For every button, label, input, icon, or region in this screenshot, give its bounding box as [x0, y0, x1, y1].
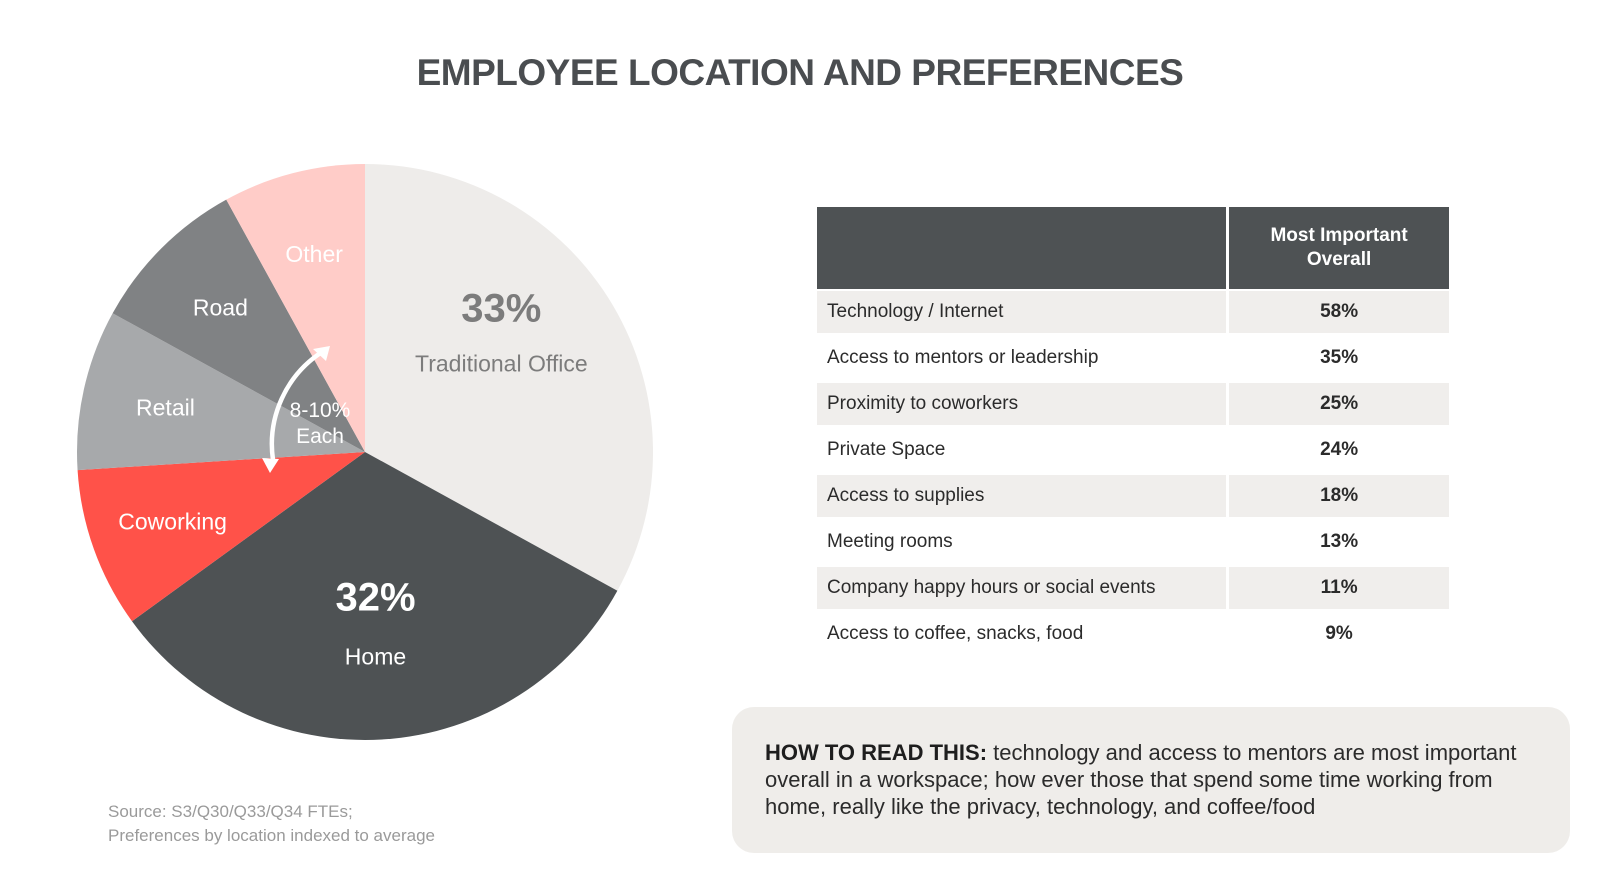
row-label: Meeting rooms — [817, 519, 1230, 565]
slice-percent-label: 33% — [461, 286, 541, 330]
table-header-value: Most Important Overall — [1229, 207, 1449, 289]
table-header-label — [817, 207, 1230, 289]
range-arrow-icon — [262, 346, 330, 473]
preferences-table-wrap: Most Important Overall Technology / Inte… — [817, 207, 1449, 657]
table-row: Proximity to coworkers 25% — [817, 381, 1449, 427]
page-title: EMPLOYEE LOCATION AND PREFERENCES — [416, 52, 1184, 93]
table-row: Access to coffee, snacks, food 9% — [817, 611, 1449, 657]
location-pie-chart: 33% Traditional Office 32% Home Coworking Ret… — [77, 164, 653, 741]
row-value: 13% — [1229, 519, 1449, 565]
how-to-read-lead: HOW TO READ THIS: — [765, 740, 988, 765]
slice-name-label: Other — [285, 241, 343, 267]
source-note: Source: S3/Q30/Q33/Q34 FTEs; Preferences… — [108, 800, 435, 848]
how-to-read-text: technology and access to mentors are mos… — [765, 740, 1517, 819]
header-value-line-2: Overall — [1306, 249, 1372, 270]
table-row: Meeting rooms 13% — [817, 519, 1449, 565]
row-label: Access to supplies — [817, 473, 1230, 519]
row-value: 58% — [1229, 289, 1449, 335]
row-label: Company happy hours or social events — [817, 565, 1230, 611]
source-line-2: Preferences by location indexed to avera… — [108, 826, 435, 845]
pie-slice-traditional-office — [365, 164, 653, 591]
preferences-table: Most Important Overall Technology / Inte… — [817, 207, 1449, 657]
slice-name-label: Coworking — [118, 508, 227, 534]
slice-name-label: Retail — [136, 394, 195, 420]
slice-name-label: Traditional Office — [415, 350, 588, 376]
row-value: 18% — [1229, 473, 1449, 519]
row-label: Proximity to coworkers — [817, 381, 1230, 427]
row-value: 24% — [1229, 427, 1449, 473]
row-label: Private Space — [817, 427, 1230, 473]
table-header-row: Most Important Overall — [817, 207, 1449, 289]
range-annotation-line: Each — [296, 425, 344, 448]
pie-slice-other — [226, 164, 365, 452]
row-label: Access to mentors or leadership — [817, 335, 1230, 381]
row-value: 9% — [1229, 611, 1449, 657]
pie-slice-home — [132, 452, 618, 741]
table-row: Access to supplies 18% — [817, 473, 1449, 519]
row-value: 25% — [1229, 381, 1449, 427]
table-row: Access to mentors or leadership 35% — [817, 335, 1449, 381]
row-value: 11% — [1229, 565, 1449, 611]
row-value: 35% — [1229, 335, 1449, 381]
row-label: Technology / Internet — [817, 289, 1230, 335]
how-to-read-box: HOW TO READ THIS: technology and access … — [732, 707, 1570, 853]
row-label: Access to coffee, snacks, food — [817, 611, 1230, 657]
pie-slice-coworking — [77, 452, 366, 622]
header-value-line-1: Most Important — [1270, 225, 1408, 246]
source-line-1: Source: S3/Q30/Q33/Q34 FTEs; — [108, 802, 353, 821]
slice-name-label: Home — [345, 644, 406, 670]
pie-slice-retail — [77, 313, 365, 471]
slice-percent-label: 32% — [335, 576, 415, 620]
pie-slice-road — [112, 199, 365, 452]
slice-name-label: Road — [193, 294, 248, 320]
table-row: Company happy hours or social events 11% — [817, 565, 1449, 611]
table-row: Technology / Internet 58% — [817, 289, 1449, 335]
range-annotation-line: 8-10% — [290, 399, 351, 422]
table-row: Private Space 24% — [817, 427, 1449, 473]
